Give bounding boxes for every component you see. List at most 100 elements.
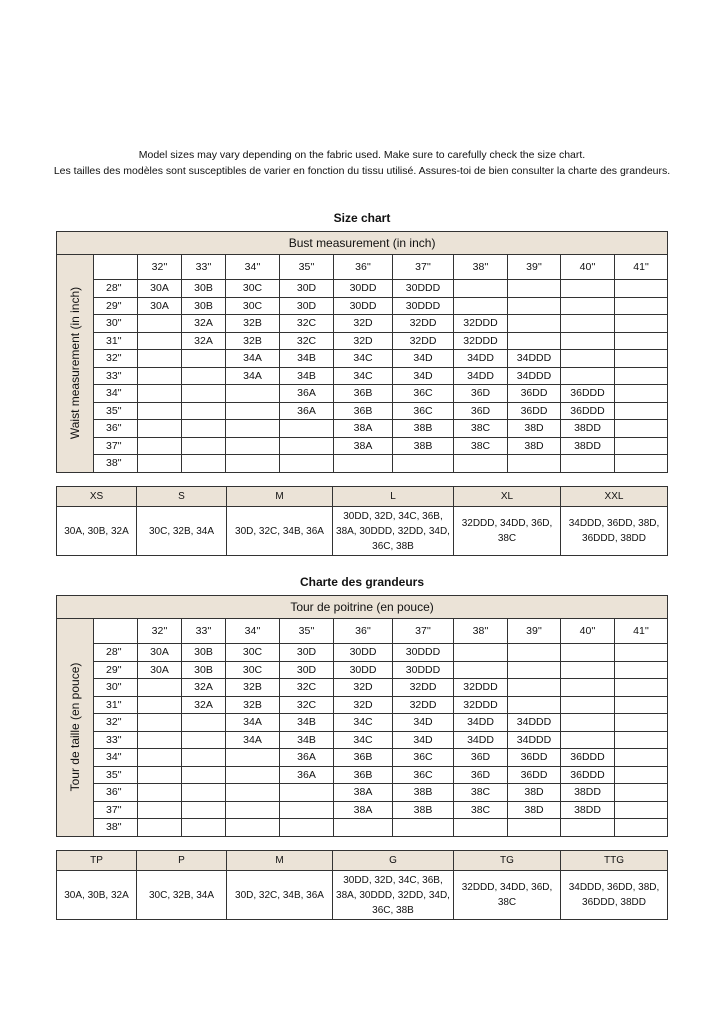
- table-row: 35'' 36A 36B 36C 36D 36DD 36DDD: [57, 401, 669, 420]
- cup-size-cell: 34DDD: [507, 713, 561, 732]
- cup-size-cell: [560, 314, 615, 333]
- waist-measurement-label: Waist measurement (in inch): [68, 287, 82, 440]
- cup-size-cell: [181, 454, 226, 473]
- cup-size-cell: 34C: [333, 713, 393, 732]
- cup-size-cell: [225, 454, 280, 473]
- size-values: 34DDD, 36DD, 38D, 36DDD, 38DD: [560, 870, 668, 920]
- table-row: 37'' 38A 38B 38C 38D 38DD: [57, 800, 669, 819]
- waist-value: 31'': [93, 695, 138, 714]
- cup-size-cell: [392, 454, 454, 473]
- waist-value: 33'': [93, 366, 138, 385]
- cup-size-cell: 34B: [279, 730, 334, 749]
- bust-value: 38'': [453, 254, 508, 280]
- cup-size-cell: [613, 730, 669, 749]
- cup-size-cell: [507, 279, 561, 298]
- table-row: 33'' 34A 34B 34C 34D 34DD 34DDD: [57, 730, 669, 749]
- size-values-row: 30A, 30B, 32A 30C, 32B, 34A 30D, 32C, 34B,…: [56, 506, 668, 556]
- cup-size-cell: 30A: [137, 279, 182, 298]
- size-label: XL: [453, 486, 561, 507]
- table-row: 36'' 38A 38B 38C 38D 38DD: [57, 419, 669, 438]
- cup-size-cell: 38A: [333, 783, 393, 802]
- table-row: 36'' 38A 38B 38C 38D 38DD: [57, 783, 669, 802]
- cup-size-cell: [613, 436, 669, 455]
- bust-value: 37'': [392, 618, 454, 644]
- size-label: TTG: [560, 850, 668, 871]
- cup-size-cell: [507, 643, 561, 662]
- table-row: 33'' 34A 34B 34C 34D 34DD 34DDD: [57, 366, 669, 385]
- cup-size-cell: 38C: [453, 419, 508, 438]
- size-mapping-table: XS S M L XL XXL 30A, 30B, 32A 30C, 32B, 34A 30D,…: [56, 486, 668, 556]
- cup-size-cell: 34C: [333, 366, 393, 385]
- cup-size-cell: 36B: [333, 765, 393, 784]
- size-chart-table: Bust measurement (in inch) Waist measurem…: [55, 231, 669, 473]
- cup-size-cell: [225, 436, 280, 455]
- cup-size-cell: [225, 783, 280, 802]
- table-row: 37'' 38A 38B 38C 38D 38DD: [57, 436, 669, 455]
- waist-value: 34'': [93, 748, 138, 767]
- cup-size-cell: 36DDD: [560, 765, 615, 784]
- size-label-row: TP P M G TG TTG: [56, 850, 668, 871]
- bust-value: 39'': [507, 254, 561, 280]
- table-row: 31'' 32A 32B 32C 32D 32DD 32DDD: [57, 331, 669, 350]
- cup-size-cell: 30C: [225, 279, 280, 298]
- cup-size-cell: [181, 818, 226, 837]
- waist-value: 38'': [93, 818, 138, 837]
- table-row: 35'' 36A 36B 36C 36D 36DD 36DDD: [57, 765, 669, 784]
- cup-size-cell: 36B: [333, 384, 393, 403]
- cup-size-cell: 32B: [225, 314, 280, 333]
- cup-size-cell: 32A: [181, 314, 226, 333]
- cup-size-cell: [453, 818, 508, 837]
- table-row: 32'' 34A 34B 34C 34D 34DD 34DDD: [57, 349, 669, 368]
- cup-size-cell: 34DD: [453, 730, 508, 749]
- cup-size-cell: 30C: [225, 643, 280, 662]
- waist-value: 30'': [93, 678, 138, 697]
- cup-size-cell: [137, 366, 182, 385]
- cup-size-cell: 34A: [225, 713, 280, 732]
- cup-size-cell: 38A: [333, 800, 393, 819]
- intro-text: Model sizes may vary depending on the fa…: [40, 147, 684, 179]
- waist-measurement-header: Waist measurement (in inch): [56, 254, 94, 473]
- table-row: 28'' 30A 30B 30C 30D 30DD 30DDD: [57, 643, 669, 662]
- cup-size-cell: [181, 366, 226, 385]
- table-row: 38'': [57, 454, 669, 473]
- cup-size-cell: 30A: [137, 660, 182, 679]
- cup-size-cell: [507, 331, 561, 350]
- size-label: M: [226, 486, 333, 507]
- cup-size-cell: 38B: [392, 783, 454, 802]
- size-label: XS: [56, 486, 137, 507]
- size-label: G: [332, 850, 454, 871]
- waist-value: 32'': [93, 349, 138, 368]
- cup-size-cell: 38D: [507, 783, 561, 802]
- cup-size-cell: [560, 331, 615, 350]
- cup-size-cell: [560, 678, 615, 697]
- cup-size-cell: [279, 454, 334, 473]
- cup-size-cell: 32DD: [392, 678, 454, 697]
- cup-size-cell: [453, 296, 508, 315]
- cup-size-cell: 34D: [392, 713, 454, 732]
- cup-size-cell: [560, 296, 615, 315]
- cup-size-cell: 36A: [279, 384, 334, 403]
- cup-size-cell: [225, 765, 280, 784]
- cup-size-cell: [507, 678, 561, 697]
- bust-value: 33'': [181, 618, 226, 644]
- cup-size-cell: [225, 384, 280, 403]
- cup-size-cell: 36D: [453, 748, 508, 767]
- cup-size-cell: [333, 454, 393, 473]
- bust-value: 36'': [333, 618, 393, 644]
- cup-size-cell: 30D: [279, 296, 334, 315]
- table-row: 34'' 36A 36B 36C 36D 36DD 36DDD: [57, 384, 669, 403]
- table-row: 30'' 32A 32B 32C 32D 32DD 32DDD: [57, 314, 669, 333]
- cup-size-cell: [613, 800, 669, 819]
- cup-size-cell: [613, 366, 669, 385]
- cup-size-cell: 38DD: [560, 436, 615, 455]
- cup-size-cell: [181, 419, 226, 438]
- cup-size-cell: [453, 660, 508, 679]
- table-row: 34'' 36A 36B 36C 36D 36DD 36DDD: [57, 748, 669, 767]
- cup-size-cell: 34A: [225, 366, 280, 385]
- cup-size-cell: [181, 436, 226, 455]
- waist-value: 34'': [93, 384, 138, 403]
- cup-size-cell: [560, 713, 615, 732]
- cup-size-cell: [613, 643, 669, 662]
- cup-size-cell: [392, 818, 454, 837]
